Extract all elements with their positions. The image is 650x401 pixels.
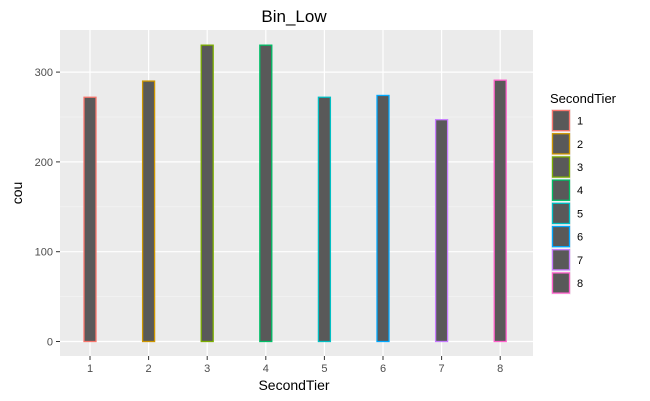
legend-label: 1: [577, 116, 583, 128]
legend-key-swatch: [551, 109, 571, 132]
y-tick-label: 100: [35, 247, 53, 259]
x-tick-label: 8: [497, 363, 503, 375]
x-tick-label: 6: [380, 363, 386, 375]
x-axis-title: SecondTier: [258, 377, 329, 393]
legend-label: 5: [577, 208, 583, 220]
legend-item-7: 7: [551, 248, 583, 272]
legend-key-swatch: [551, 133, 571, 155]
x-tick-label: 4: [263, 363, 269, 375]
y-tick-label: 0: [47, 337, 53, 349]
legend-item-5: 5: [551, 201, 583, 225]
y-tick-label: 300: [35, 67, 53, 79]
bar-2: [141, 80, 156, 343]
x-axis-ticks: 1 2 3 4 5 6 7 8: [87, 356, 503, 375]
legend-item-1: 1: [551, 109, 583, 133]
bar-6: [376, 94, 390, 343]
y-axis-ticks: 0 100 200 300: [35, 67, 60, 349]
y-axis-title: cou: [9, 182, 25, 205]
plot-panel: [60, 30, 533, 356]
legend-label: 3: [577, 162, 583, 174]
legend-item-6: 6: [551, 225, 583, 249]
legend-item-4: 4: [551, 178, 583, 202]
legend-item-8: 8: [551, 271, 583, 295]
legend: SecondTier 1 2 3 4 5 6 7 8: [550, 91, 617, 295]
x-tick-label: 3: [204, 363, 210, 375]
legend-key-swatch: [551, 202, 571, 225]
bar-3: [200, 44, 214, 343]
legend-title: SecondTier: [550, 91, 617, 106]
bar-7: [434, 119, 449, 343]
legend-key-swatch: [551, 272, 571, 294]
legend-key-swatch: [551, 156, 571, 178]
legend-label: 8: [577, 278, 583, 290]
bar-8: [493, 79, 507, 343]
legend-key-swatch: [551, 225, 571, 248]
legend-key-swatch: [551, 179, 571, 201]
bar-5: [317, 96, 332, 343]
legend-label: 2: [577, 139, 583, 151]
legend-label: 4: [577, 185, 583, 197]
x-tick-label: 7: [439, 363, 445, 375]
legend-label: 6: [577, 232, 583, 244]
legend-item-2: 2: [551, 132, 583, 156]
x-tick-label: 5: [321, 363, 327, 375]
legend-item-3: 3: [551, 155, 583, 179]
y-tick-label: 200: [35, 157, 53, 169]
legend-label: 7: [577, 255, 583, 267]
x-tick-label: 2: [146, 363, 152, 375]
x-tick-label: 1: [87, 363, 93, 375]
bars: [83, 44, 507, 343]
bar-1: [83, 96, 97, 343]
legend-key-swatch: [551, 249, 571, 271]
bar-4: [259, 44, 273, 343]
chart-title: Bin_Low: [261, 7, 327, 26]
